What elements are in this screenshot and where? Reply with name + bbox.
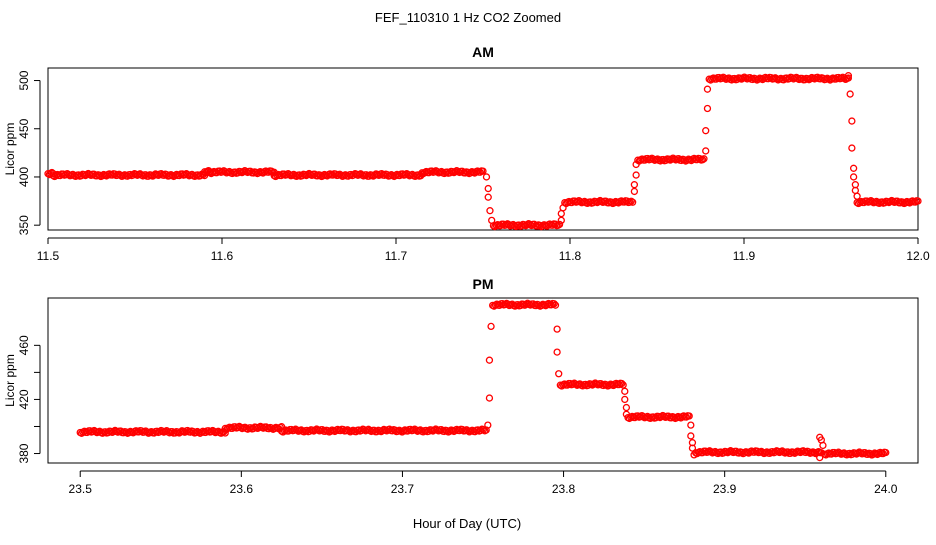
data-point [688, 444, 697, 452]
y-tick-label: 380 [17, 443, 31, 463]
data-point [702, 147, 710, 155]
data-point [627, 197, 635, 205]
data-point [618, 379, 626, 388]
data-point [851, 186, 860, 195]
y-axis-label: Licor ppm [3, 123, 17, 176]
x-tick-label: 24.0 [874, 482, 898, 496]
y-tick-label: 400 [17, 167, 31, 187]
data-point [690, 451, 698, 459]
data-point [844, 72, 853, 80]
x-tick-label: 11.8 [559, 249, 582, 263]
data-point [687, 421, 695, 429]
data-point [479, 167, 487, 175]
data-point [632, 160, 640, 169]
panel-pm: PM 23.5 23.6 23.7 23.8 23.9 24.0 380 420 460Licor… [3, 276, 919, 496]
data-point [849, 164, 858, 172]
data-point [484, 421, 492, 429]
x-tick-label: 12.0 [906, 249, 930, 263]
data-point [553, 325, 561, 333]
data-point [621, 395, 629, 404]
data-point [555, 370, 563, 378]
data-point [816, 453, 824, 462]
data-point [882, 448, 890, 457]
data-point [848, 117, 856, 125]
data-point [632, 171, 640, 179]
data-point [702, 127, 710, 135]
data-point [630, 181, 639, 189]
data-point [557, 209, 565, 218]
data-point [485, 356, 494, 364]
data-point [819, 441, 827, 450]
plot-frame [47, 297, 919, 464]
data-point [619, 381, 627, 389]
figure-title: FEF_110310 1 Hz CO2 Zoomed [375, 10, 561, 25]
data-point [914, 197, 922, 205]
data-point [851, 181, 860, 189]
data-point [853, 192, 861, 200]
y-tick-label: 450 [17, 118, 31, 138]
plot-frame [47, 67, 919, 231]
data-point [628, 198, 637, 206]
data-point [550, 300, 558, 308]
data-point [486, 207, 494, 215]
data-point [703, 104, 712, 113]
data-point [485, 394, 494, 402]
panel-title: AM [472, 44, 494, 60]
data-point [484, 184, 492, 193]
data-point [844, 74, 853, 82]
data-point [484, 193, 492, 201]
data-point [703, 85, 712, 93]
x-tick-label: 11.9 [733, 249, 756, 263]
data-point [479, 426, 488, 434]
data-point [557, 216, 565, 225]
data-point [687, 432, 695, 440]
data-point [622, 403, 631, 412]
x-tick-label: 11.5 [37, 249, 60, 263]
data-point [846, 90, 854, 98]
data-point [559, 204, 567, 212]
data-point [848, 144, 856, 152]
panel-title: PM [473, 276, 494, 292]
data-point [621, 387, 629, 395]
data-point [630, 187, 639, 196]
x-tick-label: 23.6 [230, 482, 254, 496]
x-tick-label: 23.8 [552, 482, 576, 496]
data-point [685, 412, 693, 420]
panel-am: AM 11.5 11.6 11.7 11.8 11.9 12.0 350 400 450 500 Li… [3, 44, 930, 263]
data-point [482, 173, 491, 181]
x-tick-label: 11.7 [385, 249, 408, 263]
x-tick-label: 23.5 [69, 482, 93, 496]
y-tick-label: 350 [17, 215, 31, 235]
y-axis-label: Licor ppm [3, 354, 17, 407]
data-point [700, 155, 708, 163]
figure-x-axis-label: Hour of Day (UTC) [413, 516, 521, 531]
x-tick-label: 23.7 [391, 482, 415, 496]
data-point [553, 348, 561, 356]
y-tick-label: 460 [17, 335, 31, 355]
data-point [622, 410, 631, 418]
y-tick-label: 420 [17, 389, 31, 409]
x-tick-label: 23.9 [713, 482, 737, 496]
data-point [487, 322, 495, 331]
x-tick-label: 11.6 [211, 249, 234, 263]
data-point [551, 301, 560, 309]
data-point [849, 173, 858, 181]
data-point [555, 220, 564, 229]
y-tick-label: 500 [17, 70, 31, 90]
data-point [488, 216, 496, 225]
